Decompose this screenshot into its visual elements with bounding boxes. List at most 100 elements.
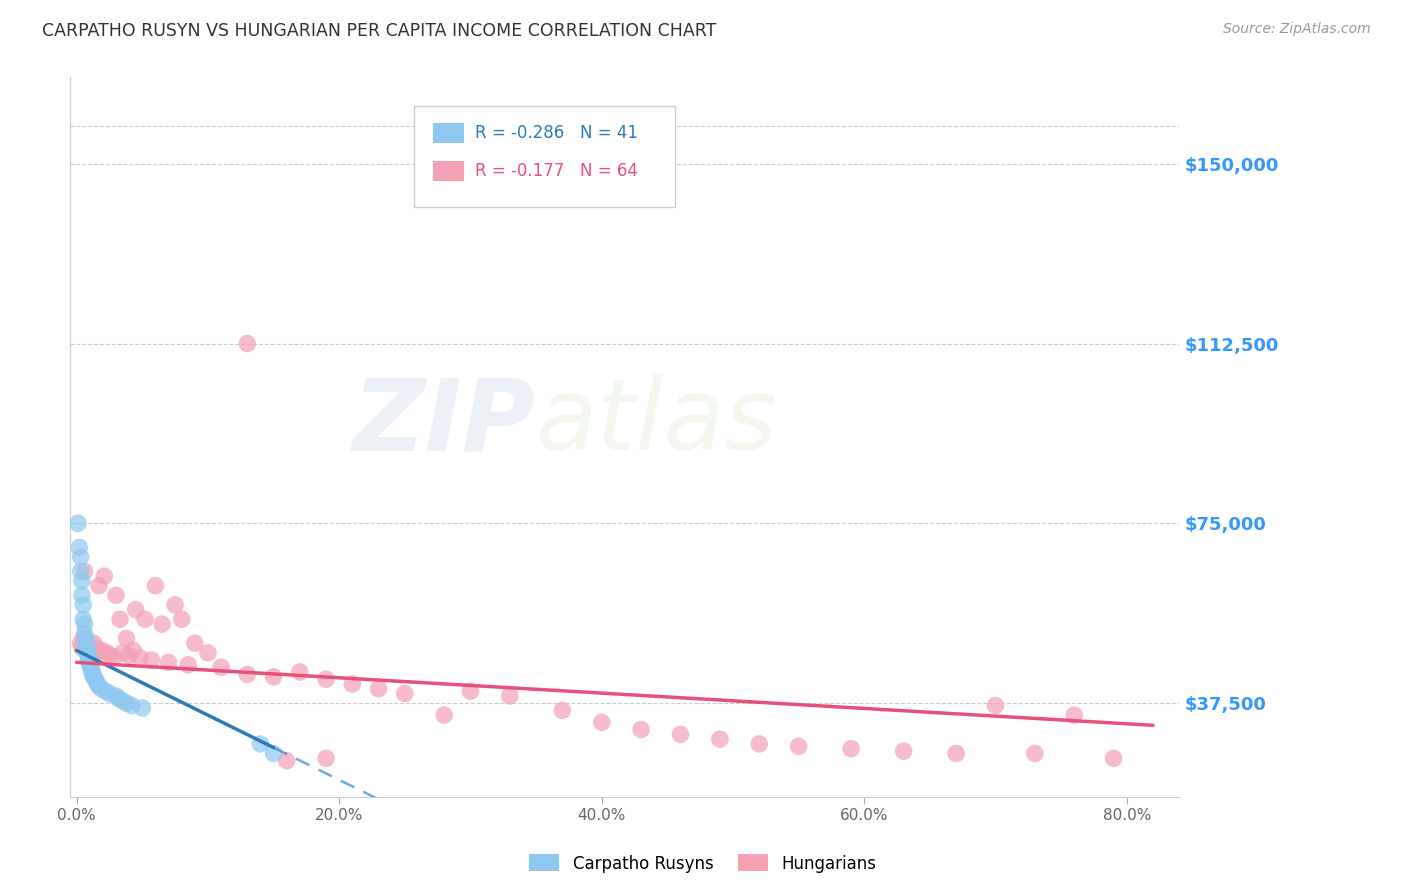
Point [87, 579, 110, 593]
Point [263, 670, 285, 684]
Text: atlas: atlas [536, 374, 778, 471]
Point [141, 653, 163, 667]
Point [122, 643, 145, 657]
Point [1102, 751, 1125, 765]
Point [86, 677, 108, 691]
Point [184, 636, 207, 650]
Point [69, 636, 91, 650]
Point [76, 640, 98, 655]
Point [103, 650, 125, 665]
Point [73, 626, 96, 640]
Point [73, 617, 96, 632]
Point [69, 564, 91, 578]
Point [76, 646, 98, 660]
Point [145, 579, 167, 593]
Point [90, 681, 112, 696]
Point [984, 698, 1007, 713]
Point [72, 598, 94, 612]
Point [75, 632, 97, 646]
Point [276, 754, 298, 768]
Point [263, 747, 285, 761]
Point [76, 643, 98, 657]
Point [748, 737, 770, 751]
Point [86, 640, 108, 655]
Point [105, 588, 128, 602]
Point [80, 660, 103, 674]
Point [70, 574, 93, 588]
Point [125, 602, 148, 616]
Point [121, 698, 143, 713]
Point [79, 646, 101, 660]
Point [433, 708, 456, 723]
Point [83, 670, 105, 684]
Point [70, 640, 93, 655]
Legend: Carpatho Rusyns, Hungarians: Carpatho Rusyns, Hungarians [523, 847, 883, 880]
Point [66, 516, 89, 531]
Point [249, 737, 271, 751]
Point [315, 672, 337, 686]
Point [551, 703, 574, 717]
Point [69, 549, 91, 564]
Point [93, 569, 115, 583]
Point [70, 588, 93, 602]
Point [90, 643, 112, 657]
Point [342, 677, 364, 691]
Point [839, 741, 862, 756]
Point [236, 336, 259, 351]
Point [75, 639, 97, 653]
Point [288, 665, 311, 679]
Point [118, 648, 141, 663]
Point [82, 665, 104, 679]
Point [150, 617, 173, 632]
Point [499, 689, 522, 703]
Point [72, 612, 94, 626]
Point [80, 648, 103, 663]
Point [134, 612, 156, 626]
Text: ZIP: ZIP [353, 374, 536, 471]
Point [98, 687, 121, 701]
Point [105, 689, 128, 703]
Point [157, 656, 180, 670]
Point [197, 646, 219, 660]
FancyBboxPatch shape [413, 106, 675, 207]
Point [94, 684, 117, 698]
Point [115, 696, 138, 710]
Point [128, 650, 150, 665]
Point [77, 648, 100, 663]
Point [77, 653, 100, 667]
Point [367, 681, 389, 696]
Point [73, 564, 96, 578]
Point [460, 684, 482, 698]
Point [98, 648, 121, 663]
Point [1063, 708, 1085, 723]
Point [236, 667, 259, 681]
Point [107, 691, 129, 706]
Point [170, 612, 193, 626]
Text: R = -0.177   N = 64: R = -0.177 N = 64 [475, 162, 638, 180]
Point [669, 727, 692, 741]
Point [115, 632, 138, 646]
Point [315, 751, 337, 765]
Point [80, 663, 103, 677]
Point [945, 747, 967, 761]
Point [131, 701, 153, 715]
Point [108, 612, 131, 626]
Point [893, 744, 915, 758]
Point [86, 674, 108, 689]
Point [77, 643, 100, 657]
Text: CARPATHO RUSYN VS HUNGARIAN PER CAPITA INCOME CORRELATION CHART: CARPATHO RUSYN VS HUNGARIAN PER CAPITA I… [42, 22, 717, 40]
Point [72, 632, 94, 646]
Point [630, 723, 652, 737]
Point [111, 694, 134, 708]
Point [87, 679, 110, 693]
Point [209, 660, 232, 674]
FancyBboxPatch shape [433, 123, 464, 143]
Point [111, 646, 134, 660]
Point [591, 715, 613, 730]
Point [177, 657, 200, 672]
Text: Source: ZipAtlas.com: Source: ZipAtlas.com [1223, 22, 1371, 37]
Point [77, 650, 100, 665]
Point [79, 656, 101, 670]
Point [1024, 747, 1046, 761]
Point [787, 739, 810, 754]
